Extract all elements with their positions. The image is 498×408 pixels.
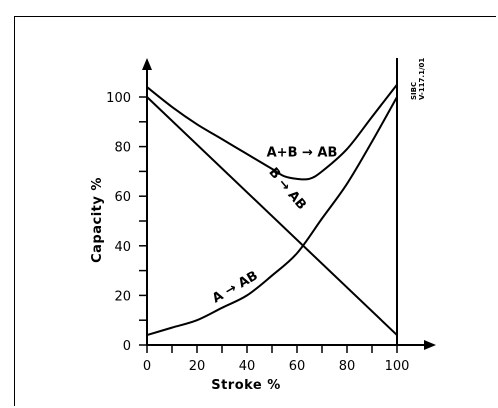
- reference-code: SIBC V-117.1/01: [410, 58, 426, 100]
- x-tick-label: 0: [143, 359, 151, 374]
- x-tick-label: 20: [189, 359, 206, 374]
- y-tick-label: 80: [114, 141, 131, 156]
- series-line-a-b-ab: [146, 83, 398, 181]
- series-label-b-ab: B → AB: [265, 165, 309, 213]
- axis-ticks: 0 20 40 60 80 100 0 20 40 60 80 100: [106, 91, 409, 374]
- x-tick-label: 40: [239, 359, 256, 374]
- reference-line-1: SIBC: [410, 82, 418, 100]
- y-axis-arrow: [142, 58, 152, 70]
- x-tick-label: 100: [385, 359, 410, 374]
- series-group: A+B → ABB → ABA → AB: [146, 83, 398, 337]
- y-tick-label: 0: [123, 339, 131, 354]
- y-axis-title: Capacity %: [90, 177, 105, 263]
- reference-line-2: V-117.1/01: [418, 58, 426, 100]
- x-axis-title: Stroke %: [211, 378, 281, 393]
- series-label-a-b-ab: A+B → AB: [267, 146, 338, 161]
- y-tick-label: 60: [114, 190, 131, 205]
- x-axis-arrow: [424, 340, 436, 350]
- figure-frame: [14, 16, 496, 406]
- series-line-b-ab: [146, 96, 398, 336]
- y-tick-label: 40: [114, 240, 131, 255]
- y-tick-label: 20: [114, 289, 131, 304]
- x-tick-label: 80: [339, 359, 356, 374]
- y-tick-label: 100: [106, 91, 131, 106]
- series-line-a-ab: [146, 96, 398, 337]
- x-tick-label: 60: [289, 359, 306, 374]
